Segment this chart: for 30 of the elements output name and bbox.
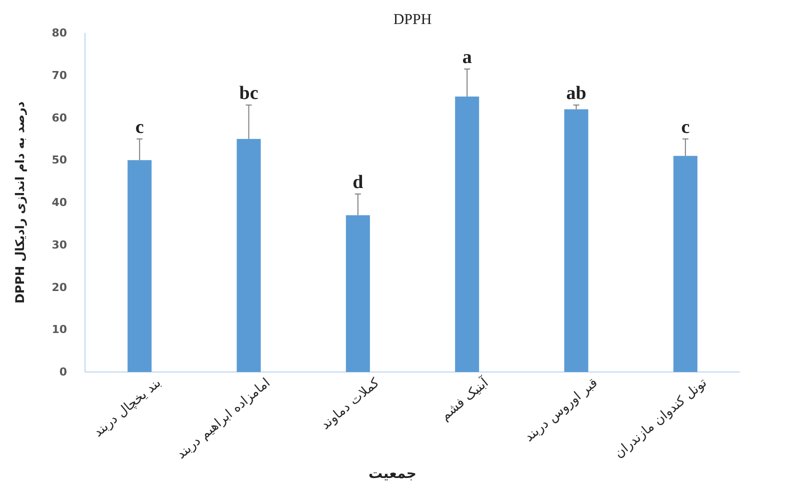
y-tick-label: 0	[59, 366, 68, 378]
x-tick-label: امامزاده ابراهیم دربند	[174, 376, 274, 462]
y-tick-label: 60	[52, 111, 68, 124]
x-axis-title: جمعیت	[368, 466, 416, 482]
x-tick-label: آبنیک فشم	[436, 373, 493, 424]
y-tick-label: 80	[52, 26, 68, 40]
annotation: ab	[566, 83, 586, 104]
x-tick-label: قبر اوروس دربند	[522, 376, 601, 446]
bar	[673, 156, 698, 372]
x-tick-label: بند یخچال دربند	[91, 376, 164, 440]
y-tick-label: 20	[52, 280, 68, 294]
y-tick-label: 30	[52, 238, 68, 252]
x-tick-label: تونل کندوان مازندران	[612, 375, 710, 462]
bar	[455, 96, 480, 372]
chart-title: DPPH	[393, 12, 432, 28]
annotation: bc	[239, 83, 258, 104]
annotation: c	[681, 116, 690, 138]
y-axis-title: درصد به دام اندازی رادیکال DPPH	[13, 101, 27, 304]
y-tick-label: 40	[52, 196, 68, 209]
x-tick-label: کملات دماوند	[318, 375, 384, 433]
y-tick-label: 70	[52, 68, 68, 82]
annotation: c	[135, 116, 144, 138]
bar	[346, 215, 370, 372]
bar	[564, 109, 588, 372]
annotation: d	[352, 172, 364, 194]
annotation: a	[462, 47, 472, 68]
y-tick-label: 50	[52, 154, 68, 167]
bar	[128, 160, 152, 372]
y-tick-label: 10	[52, 323, 68, 336]
bar	[236, 138, 261, 372]
